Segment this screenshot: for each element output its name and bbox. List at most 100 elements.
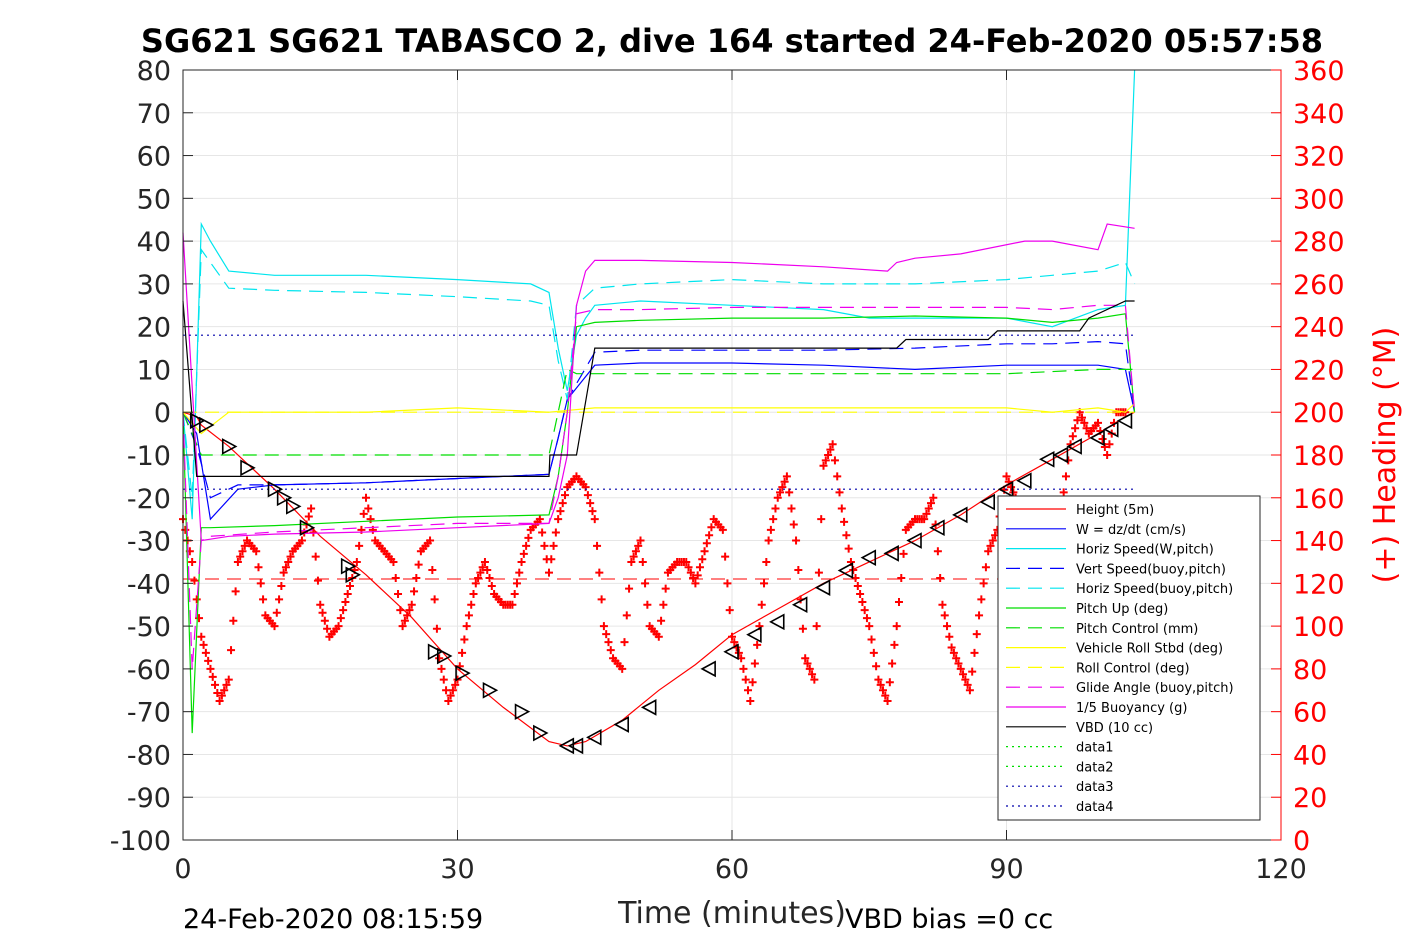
heading-marker [659, 600, 668, 609]
heading-marker [407, 600, 416, 609]
heading-marker [343, 590, 352, 599]
heading-marker [256, 579, 265, 588]
heading-marker [485, 573, 494, 582]
y2-tick-label: 180 [1293, 441, 1345, 472]
heading-marker [252, 547, 261, 556]
heading-marker [606, 646, 615, 655]
heading-marker [1080, 418, 1089, 427]
y-tick-label: 0 [154, 398, 171, 429]
heading-marker [336, 614, 345, 623]
heading-marker [366, 515, 375, 524]
legend-entry: Height (5m) [1076, 503, 1154, 518]
heading-marker [284, 557, 293, 566]
heading-marker [1077, 413, 1086, 422]
heading-marker [734, 648, 743, 657]
heading-marker [782, 472, 791, 481]
y-tick-label: -40 [127, 569, 171, 600]
triangle-marker [1089, 429, 1105, 447]
heading-marker [1105, 440, 1114, 449]
triangle-marker [586, 728, 602, 746]
heading-marker [769, 515, 778, 524]
heading-marker [629, 552, 638, 561]
heading-marker [888, 659, 897, 668]
heading-marker [1073, 416, 1082, 425]
triangle-marker [837, 562, 854, 579]
heading-marker [794, 565, 803, 574]
heading-marker [894, 598, 903, 607]
heading-marker [940, 611, 949, 620]
heading-marker [231, 587, 240, 596]
heading-marker [812, 622, 821, 631]
heading-marker [883, 696, 892, 705]
heading-marker [211, 680, 220, 689]
heading-marker [657, 616, 666, 625]
y2-tick-label: 80 [1293, 655, 1327, 686]
heading-marker [547, 555, 556, 564]
heading-marker [853, 582, 862, 591]
heading-marker [682, 557, 691, 566]
y-tick-label: 30 [137, 270, 171, 301]
heading-marker [753, 640, 762, 649]
triangle-marker [267, 480, 284, 498]
heading-marker [899, 549, 908, 558]
triangle-marker [558, 737, 575, 755]
heading-marker [856, 590, 865, 599]
legend-entry: Pitch Up (deg) [1076, 602, 1168, 617]
heading-marker [437, 664, 446, 673]
y2-axis-label: (+) Heading (°M) [1368, 327, 1403, 584]
heading-marker [705, 531, 714, 540]
heading-marker [773, 493, 782, 502]
legend-entry: 1/5 Buoyancy (g) [1076, 701, 1187, 716]
heading-marker [519, 549, 528, 558]
heading-marker [750, 659, 759, 668]
heading-marker [730, 638, 739, 647]
heading-marker [817, 515, 826, 524]
heading-marker [341, 598, 350, 607]
heading-marker [686, 568, 695, 577]
heading-marker [801, 654, 810, 663]
heading-marker [398, 622, 407, 631]
x-tick-label: 60 [715, 854, 749, 885]
heading-marker [588, 507, 597, 516]
heading-marker [551, 528, 560, 537]
y2-tick-label: 240 [1293, 313, 1345, 344]
heading-marker [599, 622, 608, 631]
heading-marker [723, 579, 732, 588]
heading-marker [195, 614, 204, 623]
triangle-marker [221, 438, 238, 455]
heading-marker [842, 531, 851, 540]
triangle-marker [1116, 412, 1133, 430]
heading-marker [334, 622, 343, 631]
heading-marker [446, 691, 455, 700]
y2-tick-label: 300 [1293, 184, 1345, 215]
heading-marker [586, 499, 595, 508]
heading-marker [517, 557, 526, 566]
footer-vbd-bias: VBD bias =0 cc [845, 904, 1053, 935]
heading-marker [933, 547, 942, 556]
heading-marker [220, 686, 229, 695]
heading-marker [927, 499, 936, 508]
heading-marker [558, 499, 567, 508]
heading-marker [760, 579, 769, 588]
heading-marker [707, 523, 716, 532]
triangle-marker [286, 497, 302, 515]
y-tick-label: -60 [127, 655, 171, 686]
heading-marker [458, 648, 467, 657]
legend-entry: Vert Speed(buoy,pitch) [1076, 562, 1226, 577]
triangle-marker [929, 519, 945, 537]
heading-marker [872, 662, 881, 671]
heading-marker [965, 686, 974, 695]
triangle-marker [814, 579, 831, 596]
y-tick-label: -80 [127, 740, 171, 771]
heading-marker [583, 491, 592, 500]
triangle-marker [952, 506, 968, 524]
y2-tick-label: 20 [1293, 783, 1327, 814]
heading-marker [929, 493, 938, 502]
x-axis-label: Time (minutes) [617, 896, 846, 931]
heading-marker [844, 544, 853, 553]
y2-tick-label: 160 [1293, 484, 1345, 515]
triangle-marker [276, 489, 293, 507]
heading-marker [805, 664, 814, 673]
legend-entry: Horiz Speed(W,pitch) [1076, 543, 1214, 558]
y2-tick-label: 60 [1293, 698, 1327, 729]
